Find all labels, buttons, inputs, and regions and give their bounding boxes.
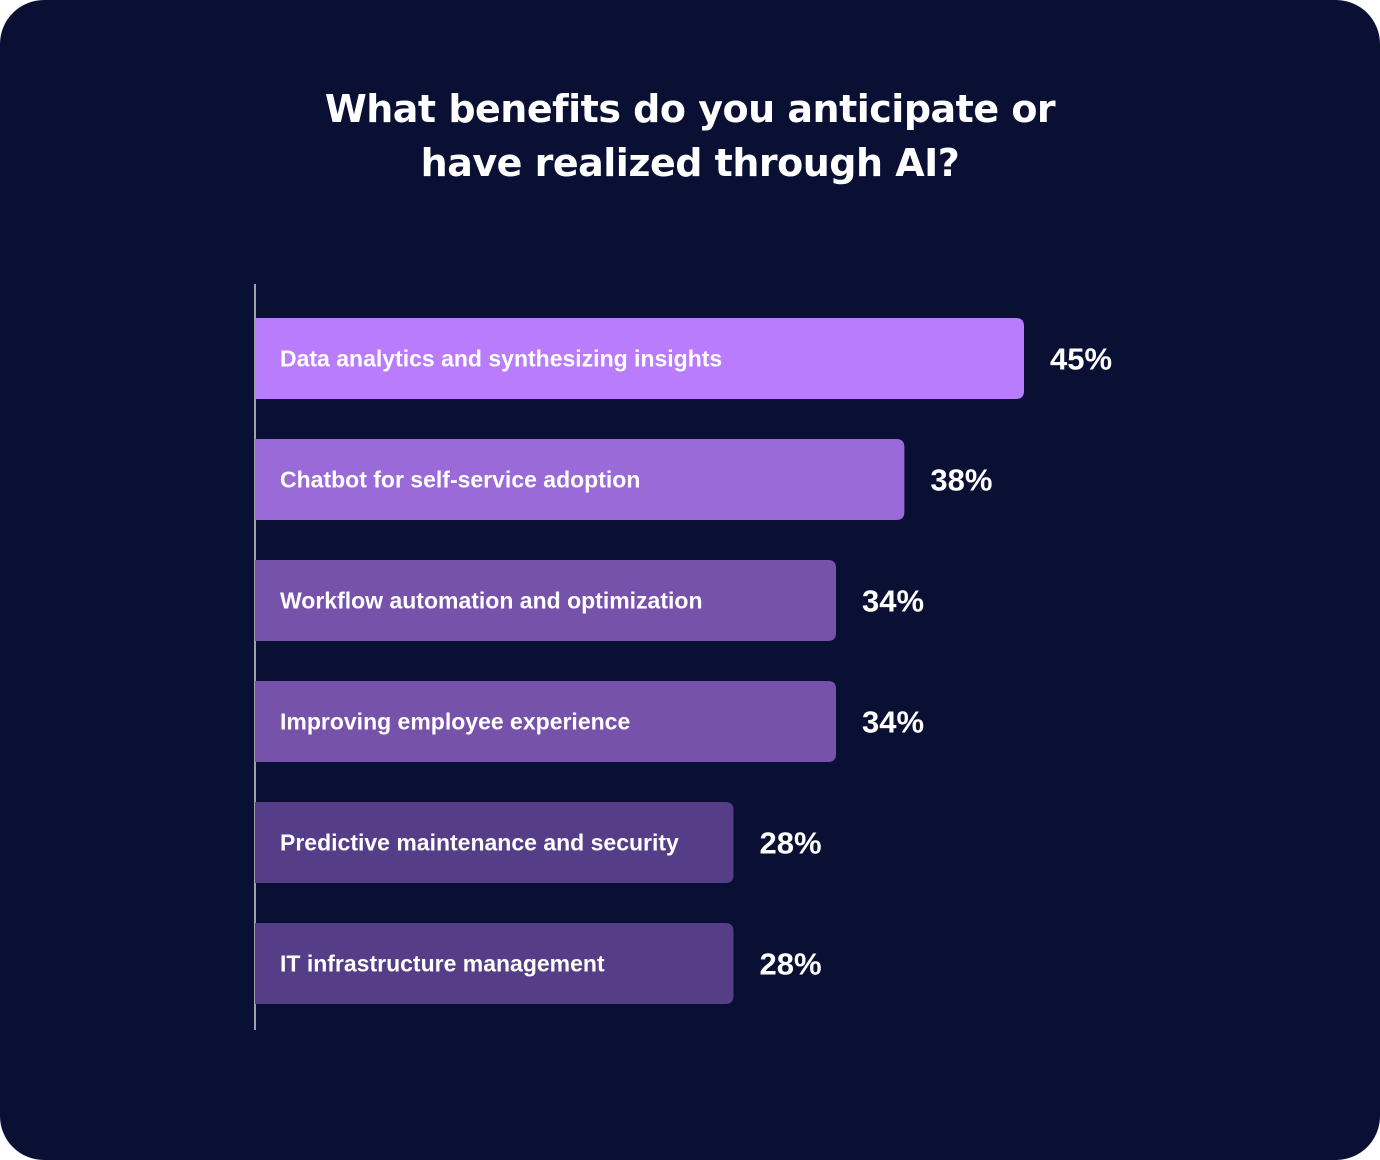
bar-category-label-4: Improving employee experience: [280, 709, 630, 735]
bar-value-label-3: 34%: [862, 584, 924, 619]
bar-value-label-2: 38%: [930, 463, 992, 498]
bar-6: [255, 923, 734, 1004]
bar-2: [255, 439, 905, 520]
bar-category-label-3: Workflow automation and optimization: [280, 588, 703, 614]
bar-1: [255, 318, 1024, 399]
bar-3: [255, 560, 837, 641]
bar-value-label-4: 34%: [862, 705, 924, 740]
bar-category-label-1: Data analytics and synthesizing insights: [280, 346, 722, 372]
chart-title-line-1: What benefits do you anticipate or: [324, 87, 1056, 131]
bar-5: [255, 802, 734, 883]
bar-value-label-5: 28%: [759, 826, 821, 861]
bar-category-label-2: Chatbot for self-service adoption: [280, 467, 640, 493]
bar-value-label-1: 45%: [1050, 342, 1112, 377]
bar-value-label-6: 28%: [759, 947, 821, 982]
chart-title-line-2: have realized through AI?: [420, 141, 960, 185]
bar-category-label-5: Predictive maintenance and security: [280, 830, 679, 856]
bar-4: [255, 681, 837, 762]
chart-title: What benefits do you anticipate or have …: [0, 82, 1380, 190]
bar-category-label-6: IT infrastructure management: [280, 951, 605, 977]
